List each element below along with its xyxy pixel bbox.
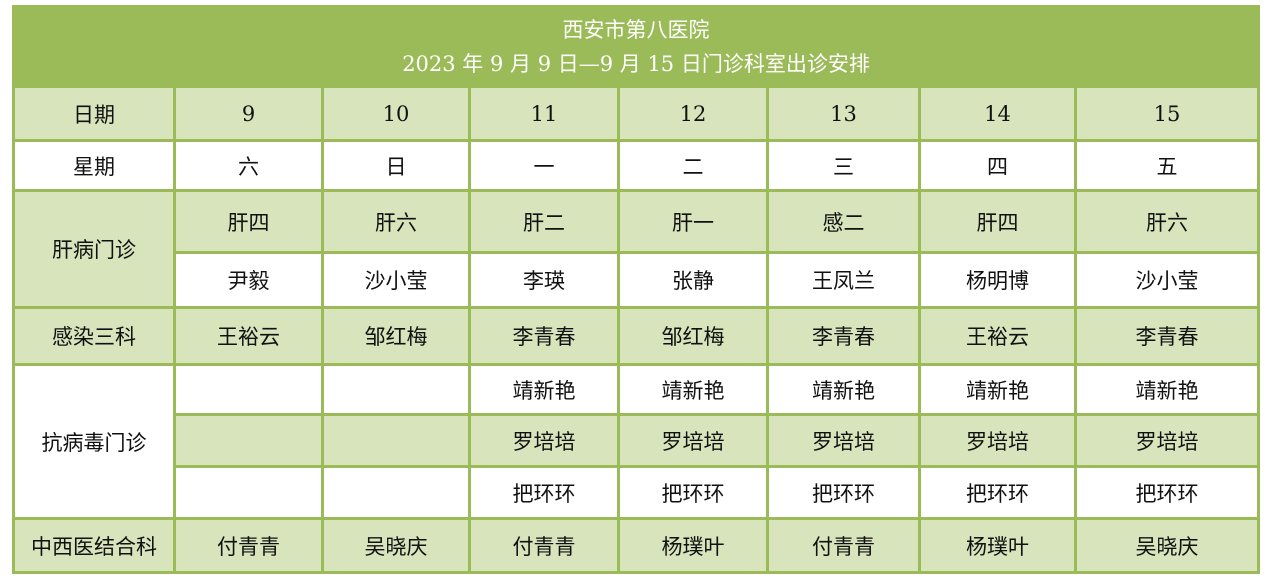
doctor-cell: 把环环 — [1073, 465, 1261, 520]
doctor-cell: 靖新艳 — [617, 363, 769, 416]
doctor-cell — [173, 413, 324, 468]
doctor-cell: 把环环 — [766, 465, 921, 520]
room-cell: 肝六 — [321, 189, 471, 254]
room-cell: 肝二 — [468, 189, 620, 254]
weekday-cell: 二 — [617, 139, 769, 192]
schedule-table: 西安市第八医院 2023 年 9 月 9 日—9 月 15 日门诊科室出诊安排 … — [11, 5, 1261, 574]
weekday-cell: 五 — [1073, 139, 1261, 192]
room-cell: 肝四 — [918, 189, 1077, 254]
doctor-cell: 罗培培 — [918, 413, 1077, 468]
table-title: 西安市第八医院 2023 年 9 月 9 日—9 月 15 日门诊科室出诊安排 — [11, 5, 1261, 88]
doctor-cell: 杨明博 — [918, 251, 1077, 309]
weekday-cell: 三 — [766, 139, 921, 192]
doctor-cell: 罗培培 — [766, 413, 921, 468]
weekday-cell: 六 — [173, 139, 324, 192]
doctor-cell: 杨璞叶 — [617, 517, 769, 574]
weekday-cell: 日 — [321, 139, 471, 192]
doctor-cell: 王裕云 — [918, 306, 1077, 366]
infection3-row: 感染三科 王裕云 邹红梅 李青春 邹红梅 李青春 王裕云 李青春 — [12, 306, 1261, 366]
hospital-name: 西安市第八医院 — [562, 17, 710, 42]
doctor-cell: 付青青 — [468, 517, 620, 574]
doctor-cell: 靖新艳 — [766, 363, 921, 416]
doctor-cell: 付青青 — [173, 517, 324, 574]
doctor-cell: 罗培培 — [468, 413, 620, 468]
date-cell: 9 — [173, 85, 324, 142]
schedule-subtitle: 2023 年 9 月 9 日—9 月 15 日门诊科室出诊安排 — [402, 51, 870, 76]
department-label: 感染三科 — [12, 306, 176, 366]
date-cell: 15 — [1073, 85, 1261, 142]
date-cell: 10 — [321, 85, 471, 142]
doctor-cell: 李青春 — [766, 306, 921, 366]
doctor-cell: 王裕云 — [173, 306, 324, 366]
doctor-cell — [321, 413, 471, 468]
doctor-cell: 邹红梅 — [617, 306, 769, 366]
date-cell: 11 — [468, 85, 620, 142]
weekday-cell: 一 — [468, 139, 620, 192]
liver-room-row: 肝病门诊 肝四 肝六 肝二 肝一 感二 肝四 肝六 — [12, 189, 1261, 309]
integrated-row: 中西医结合科 付青青 吴晓庆 付青青 杨璞叶 付青青 杨璞叶 吴晓庆 — [12, 517, 1261, 574]
doctor-cell: 付青青 — [766, 517, 921, 574]
row-label: 星期 — [12, 139, 176, 192]
doctor-cell: 沙小莹 — [321, 251, 471, 309]
room-cell: 感二 — [766, 189, 921, 254]
doctor-cell — [321, 363, 471, 416]
doctor-cell — [173, 363, 324, 416]
department-label: 肝病门诊 — [12, 189, 176, 309]
date-cell: 12 — [617, 85, 769, 142]
doctor-cell: 把环环 — [918, 465, 1077, 520]
doctor-cell: 李青春 — [468, 306, 620, 366]
doctor-cell: 把环环 — [468, 465, 620, 520]
doctor-cell: 杨璞叶 — [918, 517, 1077, 574]
doctor-cell: 吴晓庆 — [1073, 517, 1261, 574]
doctor-cell: 尹毅 — [173, 251, 324, 309]
doctor-cell: 罗培培 — [617, 413, 769, 468]
doctor-cell — [173, 465, 324, 520]
doctor-cell: 靖新艳 — [918, 363, 1077, 416]
doctor-cell: 李瑛 — [468, 251, 620, 309]
date-row: 日期 9 10 11 12 13 14 15 — [12, 85, 1261, 142]
doctor-cell: 王凤兰 — [766, 251, 921, 309]
doctor-cell: 沙小莹 — [1073, 251, 1261, 309]
date-cell: 14 — [918, 85, 1077, 142]
doctor-cell: 李青春 — [1073, 306, 1261, 366]
doctor-cell: 靖新艳 — [1073, 363, 1261, 416]
doctor-cell: 邹红梅 — [321, 306, 471, 366]
row-label: 日期 — [12, 85, 176, 142]
room-cell: 肝一 — [617, 189, 769, 254]
doctor-cell — [321, 465, 471, 520]
antiviral-row: 抗病毒门诊 靖新艳 靖新艳 靖新艳 靖新艳 靖新艳 — [12, 363, 1261, 520]
doctor-cell: 吴晓庆 — [321, 517, 471, 574]
department-label: 抗病毒门诊 — [12, 363, 176, 520]
doctor-cell: 把环环 — [617, 465, 769, 520]
weekday-row: 星期六日一二三四五 — [12, 139, 1261, 192]
weekday-cell: 四 — [918, 139, 1077, 192]
date-cell: 13 — [766, 85, 921, 142]
department-label: 中西医结合科 — [12, 517, 176, 574]
room-cell: 肝四 — [173, 189, 324, 254]
antiviral-row: 把环环 把环环 把环环 把环环 把环环 — [13, 465, 1261, 520]
doctor-cell: 罗培培 — [1073, 413, 1261, 468]
doctor-cell: 靖新艳 — [468, 363, 620, 416]
liver-doctor-row: 尹毅 沙小莹 李瑛 张静 王凤兰 杨明博 沙小莹 — [13, 251, 1261, 309]
doctor-cell: 张静 — [617, 251, 769, 309]
antiviral-row: 罗培培 罗培培 罗培培 罗培培 罗培培 — [13, 413, 1261, 468]
room-cell: 肝六 — [1073, 189, 1261, 254]
